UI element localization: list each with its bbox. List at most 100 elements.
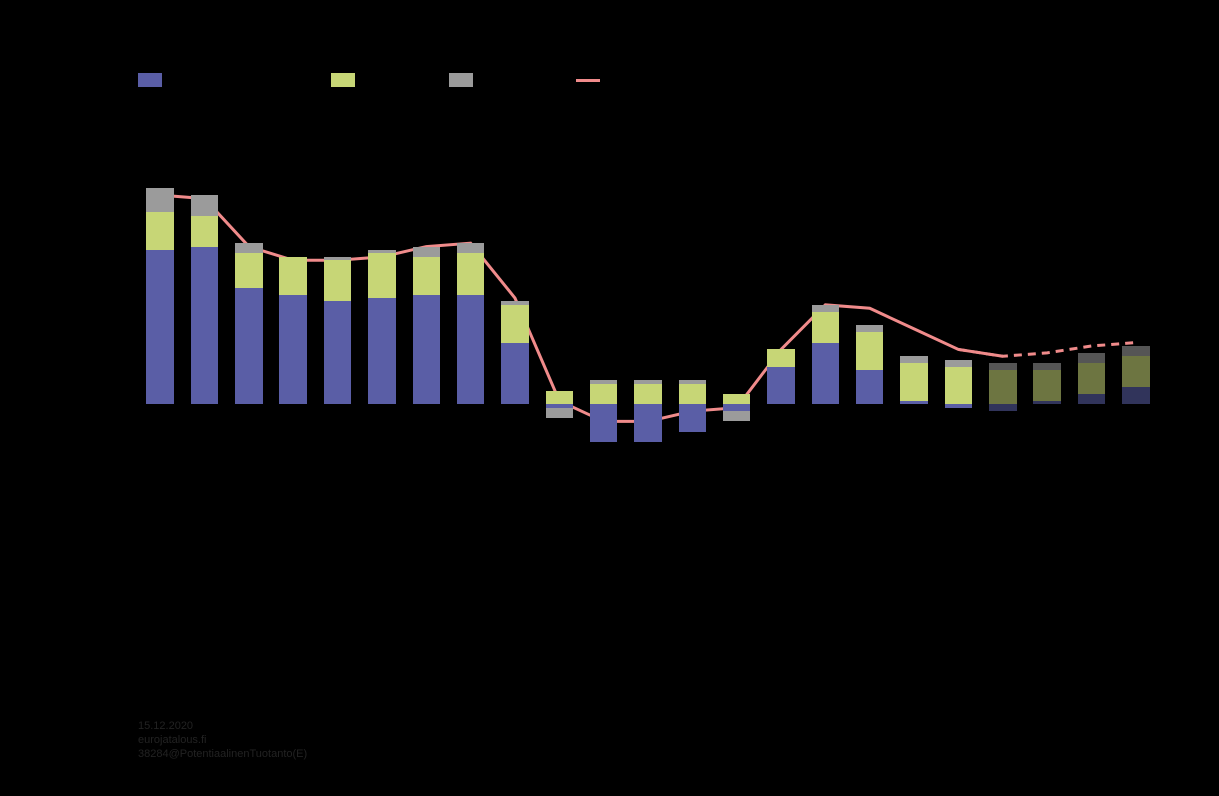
bar-group (279, 130, 306, 610)
legend-swatch-line (576, 79, 600, 82)
bar-seg-capital (457, 253, 484, 294)
ytick-label: -2 (88, 534, 128, 549)
bar-seg-tfp (279, 295, 306, 405)
bar-seg-tfp (590, 404, 617, 442)
bar-seg-capital (191, 216, 218, 247)
bar-seg-tfp (989, 404, 1016, 411)
xtick (1025, 610, 1026, 618)
bar-group (501, 130, 528, 610)
bar-seg-labour (634, 380, 661, 383)
bar-seg-labour (679, 380, 706, 383)
bar-group (989, 130, 1016, 610)
xtick (848, 610, 849, 618)
bar-seg-capital (679, 384, 706, 405)
bar-seg-tfp (679, 404, 706, 431)
bar-group (191, 130, 218, 610)
bar-seg-tfp (324, 301, 351, 404)
bar-group (457, 130, 484, 610)
ytick (130, 130, 138, 131)
ytick-label: 0 (88, 397, 128, 412)
ytick-label: 2 (88, 260, 128, 275)
legend-swatch-labour (449, 73, 473, 87)
legend-item-line: Potentiaalisen tuotannon kasvu (576, 72, 816, 89)
footer-date: 15.12.2020 (138, 720, 307, 734)
bar-seg-labour (723, 411, 750, 421)
chart-title: Potentiaalisen tuotannon kasvu (138, 20, 439, 43)
bar-seg-tfp (457, 295, 484, 405)
bar-seg-labour (191, 195, 218, 216)
ytick (130, 199, 138, 200)
bar-seg-tfp (1078, 394, 1105, 404)
ytick-label: -3 (88, 603, 128, 618)
xtick-label: 2009 (500, 618, 529, 633)
footer: 15.12.2020 eurojatalous.fi 38284@Potenti… (138, 720, 307, 761)
bar-seg-tfp (945, 404, 972, 407)
bar-seg-tfp (856, 370, 883, 404)
xtick-label: 2021 (1033, 618, 1062, 633)
bar-seg-labour (324, 257, 351, 260)
ytick-label: 1 (88, 328, 128, 343)
bar-seg-labour (1122, 346, 1149, 356)
bar-seg-tfp (368, 298, 395, 404)
chart-source: Lähteet: Tilastokeskus ja Suomen Pankin … (138, 680, 461, 696)
bar-seg-tfp (501, 343, 528, 405)
bar-seg-labour (235, 243, 262, 253)
bar-group (1122, 130, 1149, 610)
bar-seg-capital (767, 349, 794, 366)
legend-label-tfp: Kokonaistuottavuus (170, 72, 301, 89)
bar-seg-labour (590, 380, 617, 383)
bar-seg-capital (546, 391, 573, 405)
ytick (130, 336, 138, 337)
bar-group (324, 130, 351, 610)
bar-seg-capital (989, 370, 1016, 404)
bar-seg-labour (945, 360, 972, 367)
xtick (315, 610, 316, 618)
bar-seg-tfp (191, 247, 218, 405)
legend-label-line: Potentiaalisen tuotannon kasvu (608, 72, 816, 89)
xtick (138, 610, 139, 618)
bar-seg-tfp (413, 295, 440, 405)
bar-group (546, 130, 573, 610)
ytick (130, 541, 138, 542)
legend-item-capital: Pääoma (331, 72, 419, 89)
footer-code: 38284@PotentiaalinenTuotanto(E) (138, 748, 307, 762)
plot-area: Prosenttiyksikköä/% -3-2-101234200120052… (138, 130, 1158, 610)
bar-seg-tfp (1033, 401, 1060, 404)
bar-group (368, 130, 395, 610)
bar-group (812, 130, 839, 610)
bar-group (413, 130, 440, 610)
bar-seg-labour (1078, 353, 1105, 363)
xtick (670, 610, 671, 618)
xtick-label: 2017 (855, 618, 884, 633)
legend-label-capital: Pääoma (363, 72, 419, 89)
bar-seg-tfp (900, 401, 927, 404)
bar-seg-tfp (634, 404, 661, 442)
bar-seg-labour (501, 301, 528, 304)
ytick (130, 473, 138, 474)
bar-seg-capital (945, 367, 972, 405)
legend-swatch-tfp (138, 73, 162, 87)
bar-seg-tfp (723, 404, 750, 411)
bar-seg-labour (856, 325, 883, 332)
bar-seg-tfp (146, 250, 173, 404)
bar-seg-capital (501, 305, 528, 343)
bar-seg-labour (146, 188, 173, 212)
bar-seg-capital (812, 312, 839, 343)
legend: Kokonaistuottavuus Pääoma Työpanos Poten… (138, 60, 846, 100)
bar-seg-labour (368, 250, 395, 253)
bar-seg-labour (546, 408, 573, 418)
bar-seg-capital (413, 257, 440, 295)
ytick-label: -1 (88, 465, 128, 480)
bar-seg-capital (1122, 356, 1149, 387)
bar-group (679, 130, 706, 610)
bar-seg-capital (900, 363, 927, 401)
bar-seg-capital (279, 257, 306, 295)
xtick-label: 2005 (323, 618, 352, 633)
bar-group (1078, 130, 1105, 610)
bar-seg-capital (1078, 363, 1105, 394)
bar-seg-labour (413, 247, 440, 257)
bar-seg-tfp (235, 288, 262, 405)
bar-group (856, 130, 883, 610)
bar-seg-capital (590, 384, 617, 405)
bar-group (146, 130, 173, 610)
